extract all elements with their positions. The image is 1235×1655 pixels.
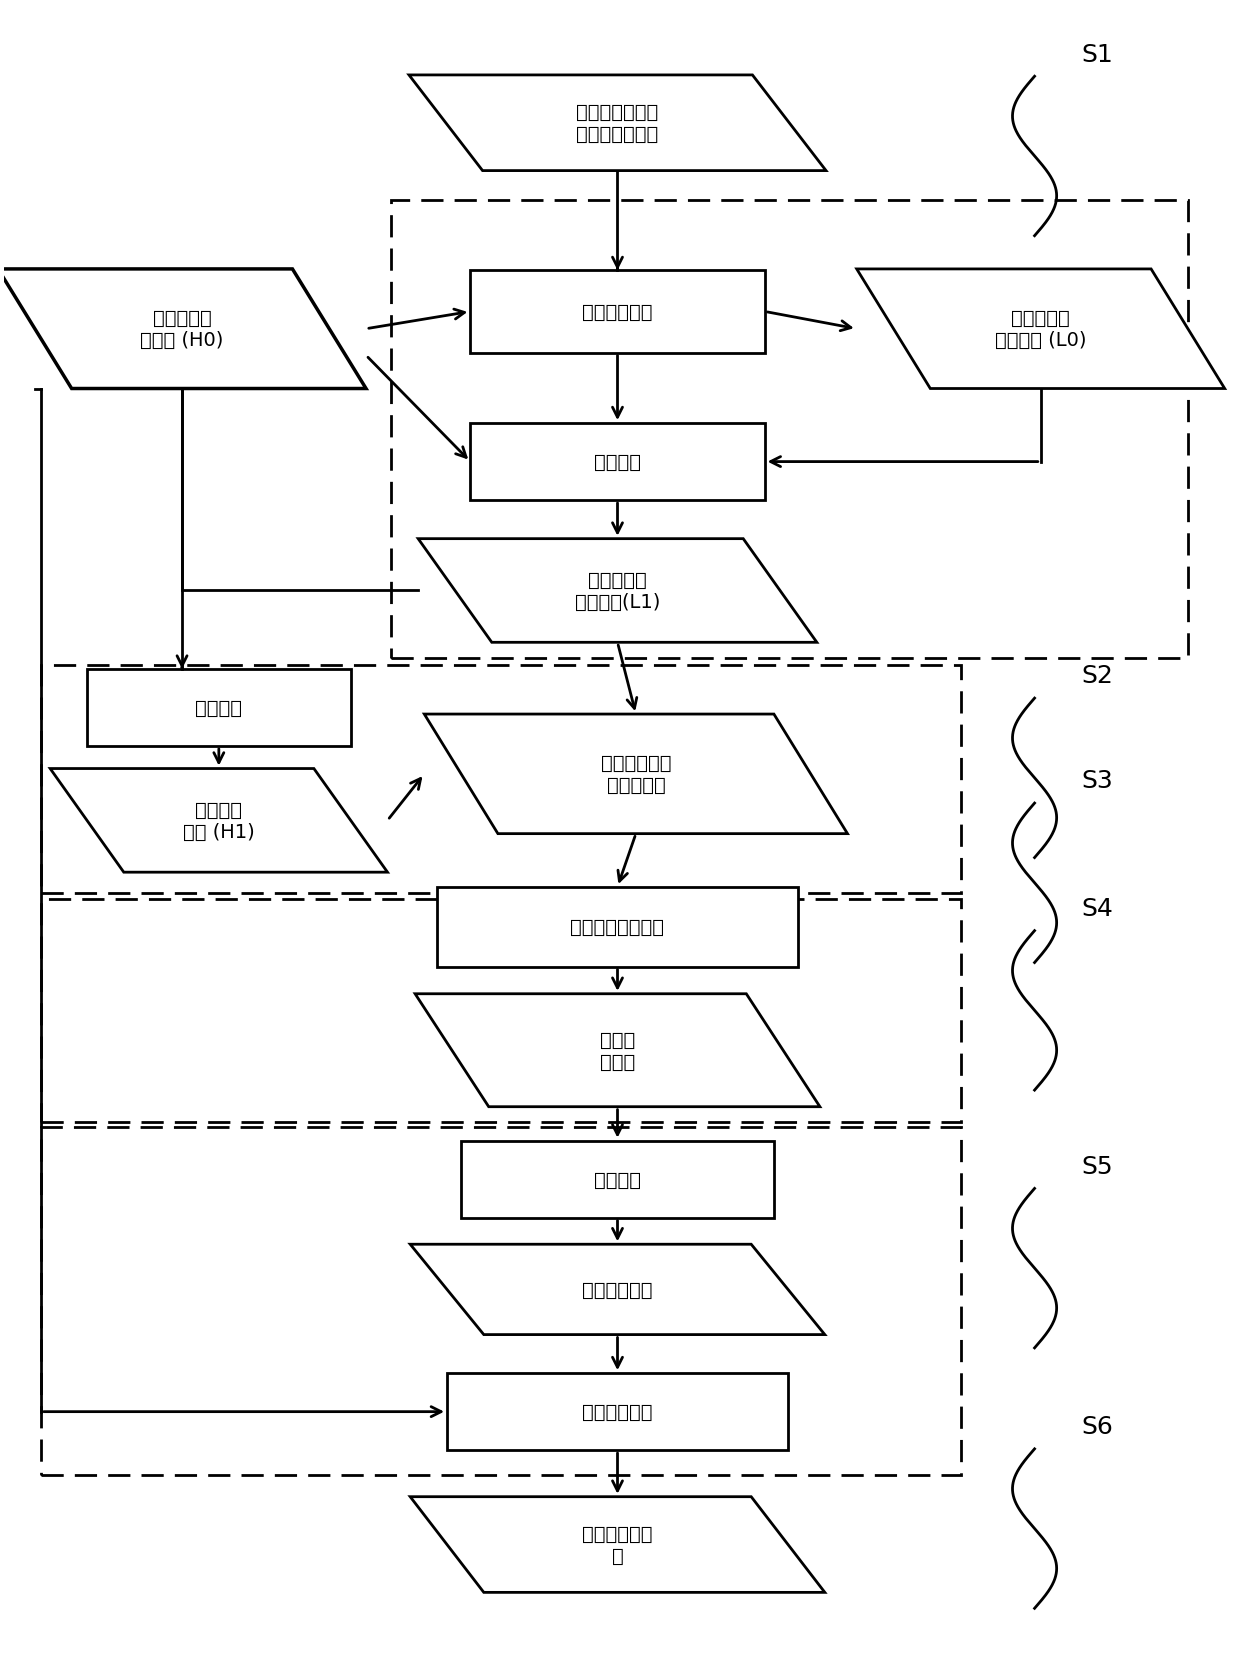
Text: 尺度转换: 尺度转换 [195, 698, 242, 718]
Text: 未变化
像元点: 未变化 像元点 [600, 1029, 635, 1071]
Text: S1: S1 [1081, 43, 1113, 66]
FancyBboxPatch shape [447, 1374, 788, 1450]
Bar [41, 899, 961, 1122]
Text: 同范围、同分
辨率影像对: 同范围、同分 辨率影像对 [600, 755, 671, 794]
Text: 地表反射率
参考影像 (L0): 地表反射率 参考影像 (L0) [995, 309, 1087, 349]
Text: 光谱向量相关分析: 光谱向量相关分析 [571, 917, 664, 937]
Text: 光学遥感
数据 (H1): 光学遥感 数据 (H1) [183, 801, 254, 841]
Polygon shape [410, 1496, 825, 1592]
Text: S2: S2 [1081, 664, 1113, 688]
FancyBboxPatch shape [86, 670, 351, 746]
Text: S6: S6 [1081, 1415, 1113, 1438]
Polygon shape [425, 715, 847, 834]
Text: S5: S5 [1081, 1154, 1113, 1178]
FancyBboxPatch shape [471, 271, 764, 354]
Polygon shape [51, 770, 388, 872]
Polygon shape [857, 270, 1225, 389]
Bar [41, 1127, 961, 1476]
Text: 回归分析: 回归分析 [594, 1170, 641, 1188]
Polygon shape [0, 270, 366, 389]
FancyBboxPatch shape [461, 1140, 774, 1218]
Text: 计算地表反射
率: 计算地表反射 率 [582, 1524, 653, 1566]
Text: 相对辐射校正: 相对辐射校正 [582, 1402, 653, 1422]
Bar [390, 200, 1188, 659]
Text: 高分光学遥
感影像 (H0): 高分光学遥 感影像 (H0) [141, 309, 224, 349]
Text: S4: S4 [1081, 897, 1113, 920]
Polygon shape [410, 1245, 825, 1336]
FancyBboxPatch shape [436, 887, 799, 967]
Text: 影像裁减: 影像裁减 [594, 453, 641, 472]
Polygon shape [419, 540, 816, 642]
Text: 中分辨率地表反
射率参考影像库: 中分辨率地表反 射率参考影像库 [577, 103, 658, 144]
Text: S3: S3 [1081, 770, 1113, 793]
Bar [41, 665, 961, 894]
FancyBboxPatch shape [471, 424, 764, 501]
Polygon shape [409, 76, 826, 172]
Text: 线性回归系数: 线性回归系数 [582, 1279, 653, 1299]
Text: 地表反射率
参考影像(L1): 地表反射率 参考影像(L1) [574, 571, 661, 612]
Polygon shape [415, 995, 820, 1107]
Text: 影像自动匹配: 影像自动匹配 [582, 303, 653, 321]
